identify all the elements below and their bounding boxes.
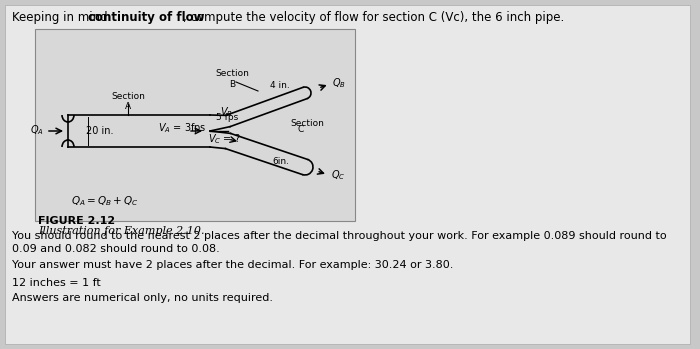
Text: Keeping in mind: Keeping in mind [12,11,111,24]
Text: 0.09 and 0.082 should round to 0.08.: 0.09 and 0.082 should round to 0.08. [12,244,220,254]
FancyBboxPatch shape [35,29,355,221]
Text: Section: Section [290,119,324,127]
Text: B: B [229,80,235,89]
Text: Section: Section [111,92,145,101]
Text: 20 in.: 20 in. [86,126,113,136]
Text: $Q_A$: $Q_A$ [30,123,44,137]
Text: Your answer must have 2 places after the decimal. For example: 30.24 or 3.80.: Your answer must have 2 places after the… [12,260,454,270]
Text: A: A [125,102,131,111]
Text: 12 inches = 1 ft: 12 inches = 1 ft [12,278,101,288]
Text: FIGURE 2.12: FIGURE 2.12 [38,216,115,226]
Text: Section: Section [215,69,249,78]
FancyBboxPatch shape [5,5,690,344]
Text: $V_B$: $V_B$ [220,105,233,119]
Text: , compute the velocity of flow for section C (Vc), the 6 inch pipe.: , compute the velocity of flow for secti… [183,11,564,24]
Text: Illustration for Example 2.10.: Illustration for Example 2.10. [38,226,204,236]
Text: You should round to the nearest 2 places after the decimal throughout your work.: You should round to the nearest 2 places… [12,231,666,241]
Text: $Q_B$: $Q_B$ [332,76,346,90]
Text: Answers are numerical only, no units required.: Answers are numerical only, no units req… [12,293,273,303]
Text: 4 in.: 4 in. [270,82,290,90]
Text: $V_C$ = ?: $V_C$ = ? [208,132,241,146]
Text: continuity of flow: continuity of flow [88,11,204,24]
Text: 6in.: 6in. [272,156,289,165]
Text: 5 fps: 5 fps [216,113,238,122]
Text: $Q_A = Q_B + Q_C$: $Q_A = Q_B + Q_C$ [71,194,139,208]
Text: $Q_C$: $Q_C$ [330,168,345,181]
Text: C: C [298,125,304,134]
Text: $V_A$ = 3fps: $V_A$ = 3fps [158,121,206,135]
